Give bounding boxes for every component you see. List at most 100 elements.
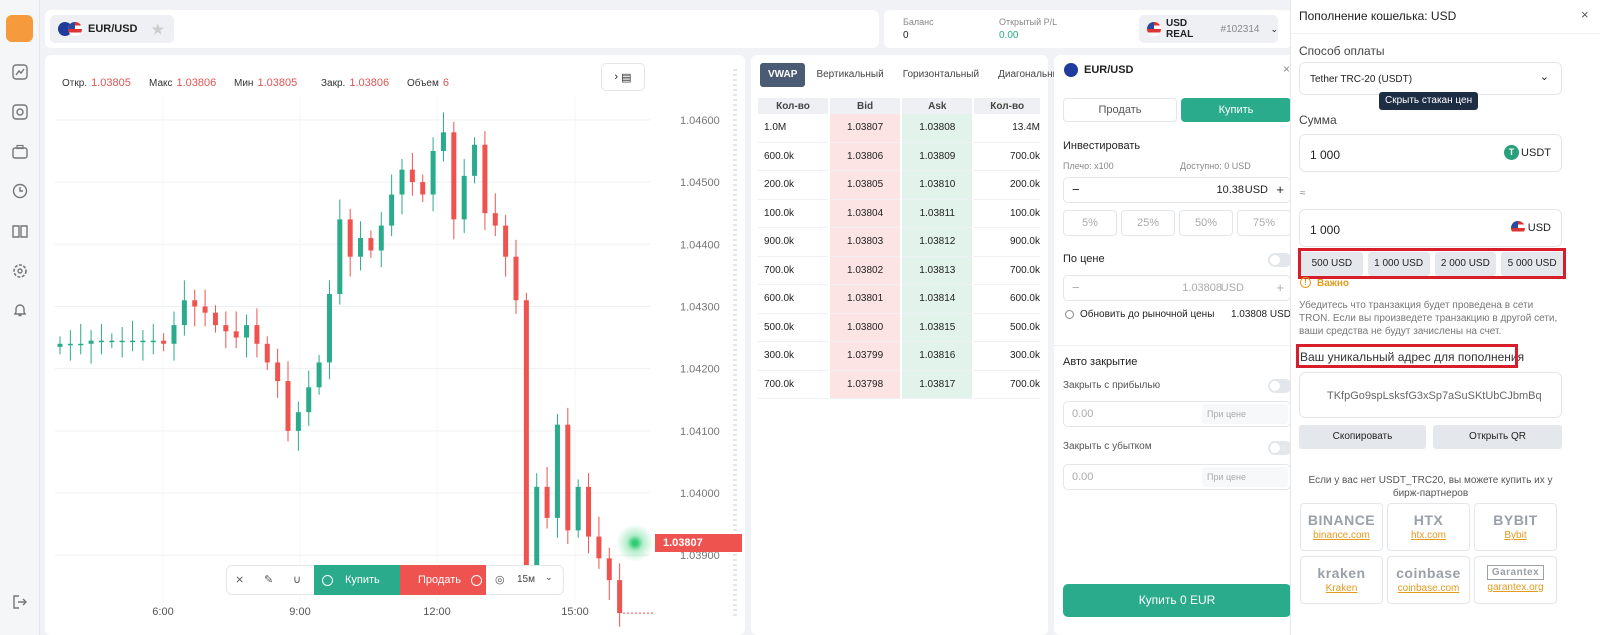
open-qr-button[interactable]: Открыть QR xyxy=(1433,425,1562,449)
pct-5-button[interactable]: 5% xyxy=(1063,210,1117,236)
partner-htx[interactable]: HTX htx.com xyxy=(1387,503,1470,551)
y-tick-label: 1.04400 xyxy=(680,239,720,251)
book-icon[interactable] xyxy=(10,221,30,241)
order-book-row[interactable]: 300.0k 1.03799 1.03816 300.0k xyxy=(758,342,1040,371)
amount-input[interactable]: − 10.38 USD + xyxy=(1063,177,1291,203)
close-icon[interactable]: × xyxy=(1581,7,1589,22)
pair-tab[interactable]: EUR/USD ★ xyxy=(50,15,174,43)
order-book-row[interactable]: 600.0k 1.03806 1.03809 700.0k xyxy=(758,142,1040,171)
buy-tab[interactable]: Купить xyxy=(1181,98,1291,122)
bybit-link[interactable]: Bybit xyxy=(1504,530,1527,541)
row-qty-bid: 700.0k xyxy=(758,371,828,399)
order-book-row[interactable]: 700.0k 1.03802 1.03813 700.0k xyxy=(758,256,1040,285)
plus-icon[interactable]: + xyxy=(1276,182,1284,197)
minus-icon[interactable]: − xyxy=(1072,280,1080,295)
pct-25-button[interactable]: 25% xyxy=(1121,210,1175,236)
order-book-row[interactable]: 900.0k 1.03803 1.03812 900.0k xyxy=(758,228,1040,257)
method-select[interactable]: Tether TRC-20 (USDT) ⌄ xyxy=(1299,62,1562,95)
draw-tools-icon[interactable]: ⨯ xyxy=(235,574,245,586)
candle-body xyxy=(171,325,177,344)
favorite-star-icon[interactable]: ★ xyxy=(151,20,164,37)
submit-buy-button[interactable]: Купить 0 EUR xyxy=(1063,584,1291,617)
at-price-select[interactable]: При цене xyxy=(1202,404,1288,424)
partner-kraken[interactable]: kraken Kraken xyxy=(1300,556,1383,604)
stop-loss-input[interactable]: 0.00 При цене xyxy=(1063,464,1291,490)
tab-vwap[interactable]: VWAP xyxy=(760,63,806,87)
partner-binance[interactable]: BINANCE binance.com xyxy=(1300,503,1383,551)
chart-buy-button[interactable]: Купить xyxy=(314,565,400,595)
bell-icon[interactable] xyxy=(10,300,30,320)
quick-500-button[interactable]: 500 USD xyxy=(1301,252,1363,276)
tab-vertical[interactable]: Вертикальный xyxy=(816,69,884,80)
candle-body xyxy=(554,424,560,518)
usd-flag-icon xyxy=(1147,22,1161,36)
quick-1000-button[interactable]: 1 000 USD xyxy=(1367,252,1430,276)
kraken-link[interactable]: Kraken xyxy=(1325,583,1358,594)
stop-loss-toggle[interactable] xyxy=(1268,441,1292,455)
candle-body xyxy=(295,412,301,431)
row-bid: 1.03801 xyxy=(829,285,901,314)
htx-link[interactable]: htx.com xyxy=(1410,530,1446,541)
update-market-radio[interactable] xyxy=(1065,310,1074,319)
order-book-row[interactable]: 600.0k 1.03801 1.03814 600.0k xyxy=(758,285,1040,314)
candle-body xyxy=(440,132,446,151)
settings-icon[interactable] xyxy=(10,261,30,281)
amount-usdt-input[interactable]: 1 000 T USDT xyxy=(1299,134,1562,172)
quick-2000-button[interactable]: 2 000 USD xyxy=(1434,252,1497,276)
order-book-row[interactable]: 100.0k 1.03804 1.03811 100.0k xyxy=(758,199,1040,228)
indicators-icon[interactable]: ◎ xyxy=(495,574,505,586)
logo-icon[interactable] xyxy=(6,15,33,42)
magnet-icon[interactable]: ∪ xyxy=(293,574,302,586)
row-ask: 1.03816 xyxy=(902,342,973,371)
pen-icon[interactable]: ✎ xyxy=(264,574,274,586)
take-profit-label: Закрыть с прибылью xyxy=(1063,380,1161,391)
binance-link[interactable]: binance.com xyxy=(1313,530,1370,541)
quick-5000-button[interactable]: 5 000 USD xyxy=(1501,252,1563,276)
chart-icon[interactable] xyxy=(10,62,30,82)
invest-label: Инвестировать xyxy=(1063,140,1141,152)
history-icon[interactable] xyxy=(10,181,30,201)
chart-sell-button[interactable]: Продать xyxy=(400,565,486,595)
collapse-panel-button[interactable]: › ▤ xyxy=(601,63,645,91)
order-book-row[interactable]: 200.0k 1.03805 1.03810 200.0k xyxy=(758,171,1040,200)
stop-loss-value: 0.00 xyxy=(1072,471,1094,483)
chart-panel[interactable]: Откр. 1.03805 Макс 1.03806 Мин 1.03805 Закр… xyxy=(45,55,745,635)
coinbase-link[interactable]: coinbase.com xyxy=(1397,583,1460,594)
garantex-link[interactable]: garantex.org xyxy=(1487,582,1544,593)
amount-usd-input[interactable]: 1 000 USD xyxy=(1299,209,1562,247)
address-field[interactable]: TKfpGo9spLsksfG3xSp7aSuSKtUbCJbmBq xyxy=(1299,372,1562,418)
copy-button[interactable]: Скопировать xyxy=(1299,425,1426,449)
timeframe-select[interactable]: 15м xyxy=(517,574,535,585)
plus-icon[interactable]: + xyxy=(1276,280,1284,295)
close-icon[interactable]: × xyxy=(1283,62,1291,76)
pct-75-button[interactable]: 75% xyxy=(1237,210,1291,236)
logout-icon[interactable] xyxy=(10,592,30,612)
partner-coinbase[interactable]: coinbase coinbase.com xyxy=(1387,556,1470,604)
by-price-toggle[interactable] xyxy=(1268,253,1292,267)
pair-tab-label: EUR/USD xyxy=(88,23,138,35)
tab-horizontal[interactable]: Горизонтальный xyxy=(902,69,980,80)
order-book-table: Кол-во Bid Ask Кол-во 1.0M 1.03807 1.03808… xyxy=(756,98,1042,399)
order-book-row[interactable]: 700.0k 1.03798 1.03817 700.0k xyxy=(758,370,1040,399)
tab-diagonal[interactable]: Диагональный xyxy=(998,69,1066,80)
partner-garantex[interactable]: Garantex garantex.org xyxy=(1474,556,1557,604)
candle-body xyxy=(596,536,602,559)
row-bid: 1.03800 xyxy=(829,313,901,342)
at-price-select[interactable]: При цене xyxy=(1202,467,1288,487)
order-book-row[interactable]: 500.0k 1.03800 1.03815 500.0k xyxy=(758,313,1040,342)
analytics-icon[interactable] xyxy=(10,102,30,122)
order-book-row[interactable]: 1.0M 1.03807 1.03808 13.4M xyxy=(758,114,1040,143)
market-price: 1.03808 USD xyxy=(1230,309,1291,320)
portfolio-icon[interactable] xyxy=(10,142,30,162)
pct-50-button[interactable]: 50% xyxy=(1179,210,1233,236)
take-profit-input[interactable]: 0.00 При цене xyxy=(1063,401,1291,427)
highlight-box xyxy=(1296,344,1518,368)
partner-bybit[interactable]: BYBIT Bybit xyxy=(1474,503,1557,551)
price-input[interactable]: − 1.03808 USD + xyxy=(1063,275,1291,301)
candle-body xyxy=(119,340,125,343)
account-selector[interactable]: USD REAL #102314 ⌄ xyxy=(1139,15,1278,43)
sell-tab[interactable]: Продать xyxy=(1063,98,1177,122)
take-profit-toggle[interactable] xyxy=(1268,379,1292,393)
minus-icon[interactable]: − xyxy=(1072,182,1080,197)
x-tick-label: 9:00 xyxy=(289,606,310,618)
